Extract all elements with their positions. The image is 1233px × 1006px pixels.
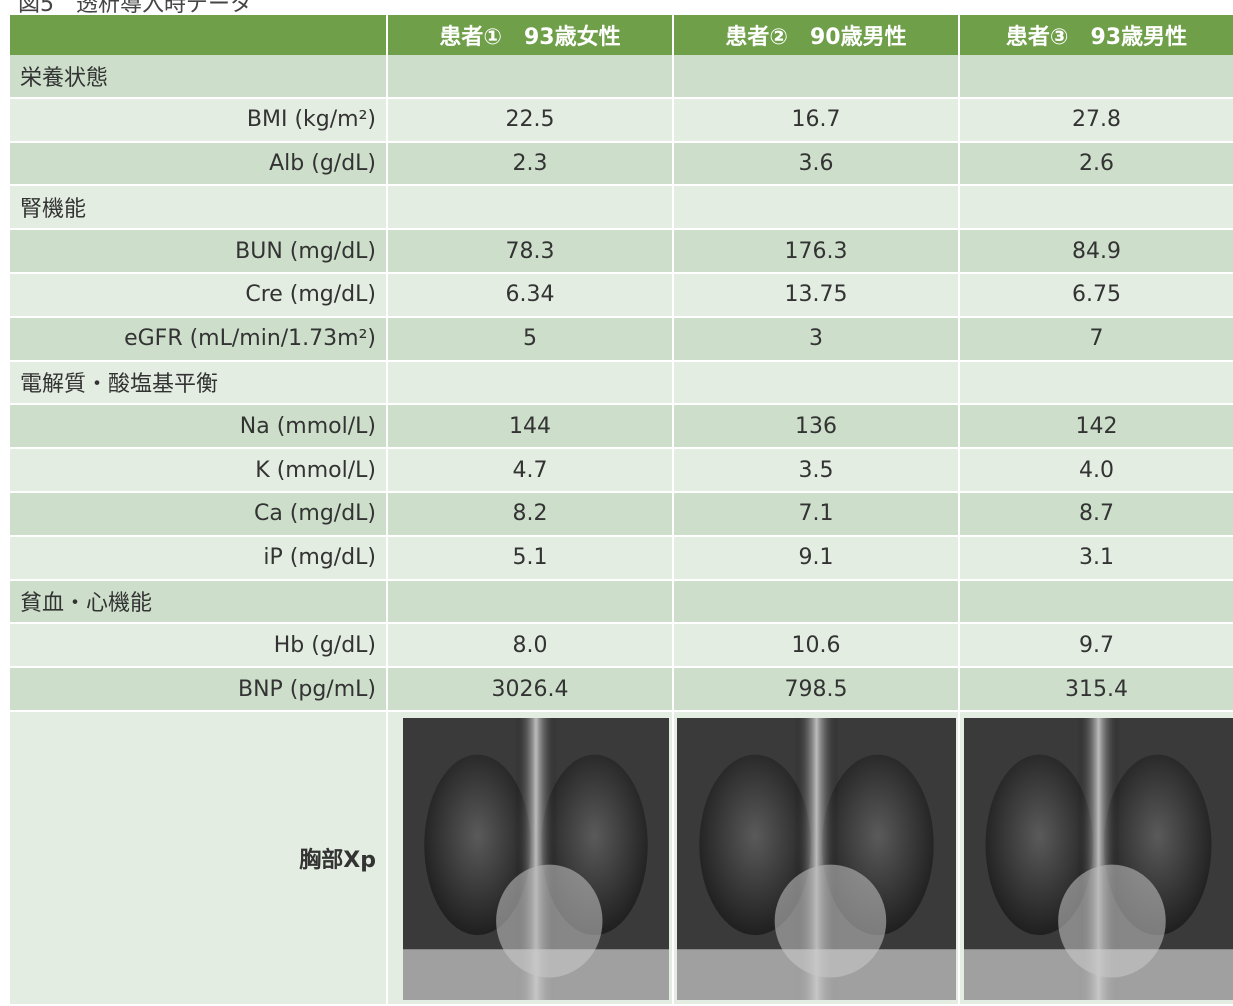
empty-cell: [674, 361, 960, 406]
empty-cell: [960, 361, 1233, 406]
value-cell: 22.5: [388, 98, 674, 143]
value-cell: 84.9: [960, 230, 1233, 274]
section-title: 栄養状態: [10, 55, 388, 99]
empty-cell: [674, 186, 960, 231]
row-label: BNP (pg/mL): [10, 668, 388, 712]
xray-image: [403, 718, 669, 1000]
row-label: Ca (mg/dL): [10, 493, 388, 537]
chest-xray: [403, 718, 669, 1000]
value-cell: 10.6: [674, 624, 960, 669]
value-cell: 6.75: [960, 274, 1233, 318]
value-cell: 5: [388, 317, 674, 362]
image-row-label: 胸部Xp: [10, 712, 388, 1006]
value-cell: 9.1: [674, 536, 960, 581]
value-cell: 3026.4: [388, 668, 674, 712]
caption: 図5 透析導入時データ: [18, 0, 252, 17]
value-cell: 2.6: [960, 142, 1233, 187]
empty-cell: [388, 580, 674, 625]
column-header: 患者③ 93歳男性: [960, 15, 1233, 57]
value-cell: 8.2: [388, 493, 674, 537]
column-header: 患者① 93歳女性: [388, 15, 674, 57]
empty-cell: [674, 55, 960, 99]
value-cell: 16.7: [674, 98, 960, 143]
section-title: 貧血・心機能: [10, 580, 388, 625]
row-label: Na (mmol/L): [10, 405, 388, 450]
value-cell: 7.1: [674, 493, 960, 537]
value-cell: 78.3: [388, 230, 674, 274]
xray-image: [964, 718, 1233, 1000]
empty-cell: [388, 361, 674, 406]
value-cell: 142: [960, 405, 1233, 450]
empty-cell: [388, 186, 674, 231]
value-cell: 798.5: [674, 668, 960, 712]
chest-xray: [964, 718, 1233, 1000]
section-title: 腎機能: [10, 186, 388, 231]
xray-image: [677, 718, 956, 1000]
value-cell: 6.34: [388, 274, 674, 318]
row-label: BMI (kg/m²): [10, 98, 388, 143]
empty-cell: [388, 55, 674, 99]
row-label: Hb (g/dL): [10, 624, 388, 669]
value-cell: 3.6: [674, 142, 960, 187]
value-cell: 144: [388, 405, 674, 450]
value-cell: 3.5: [674, 449, 960, 493]
section-title: 電解質・酸塩基平衡: [10, 361, 388, 406]
row-label: K (mmol/L): [10, 449, 388, 493]
row-label: iP (mg/dL): [10, 536, 388, 581]
value-cell: 8.7: [960, 493, 1233, 537]
value-cell: 3: [674, 317, 960, 362]
value-cell: 13.75: [674, 274, 960, 318]
row-label: eGFR (mL/min/1.73m²): [10, 317, 388, 362]
value-cell: 136: [674, 405, 960, 450]
empty-cell: [960, 55, 1233, 99]
empty-cell: [674, 580, 960, 625]
chest-xray: [677, 718, 956, 1000]
row-label: BUN (mg/dL): [10, 230, 388, 274]
value-cell: 4.0: [960, 449, 1233, 493]
value-cell: 4.7: [388, 449, 674, 493]
value-cell: 8.0: [388, 624, 674, 669]
row-label: Alb (g/dL): [10, 142, 388, 187]
row-label: Cre (mg/dL): [10, 274, 388, 318]
value-cell: 5.1: [388, 536, 674, 581]
empty-cell: [960, 186, 1233, 231]
value-cell: 315.4: [960, 668, 1233, 712]
value-cell: 3.1: [960, 536, 1233, 581]
header-blank: [10, 15, 388, 57]
value-cell: 2.3: [388, 142, 674, 187]
value-cell: 7: [960, 317, 1233, 362]
empty-cell: [960, 580, 1233, 625]
value-cell: 176.3: [674, 230, 960, 274]
value-cell: 9.7: [960, 624, 1233, 669]
value-cell: 27.8: [960, 98, 1233, 143]
column-header: 患者② 90歳男性: [674, 15, 960, 57]
